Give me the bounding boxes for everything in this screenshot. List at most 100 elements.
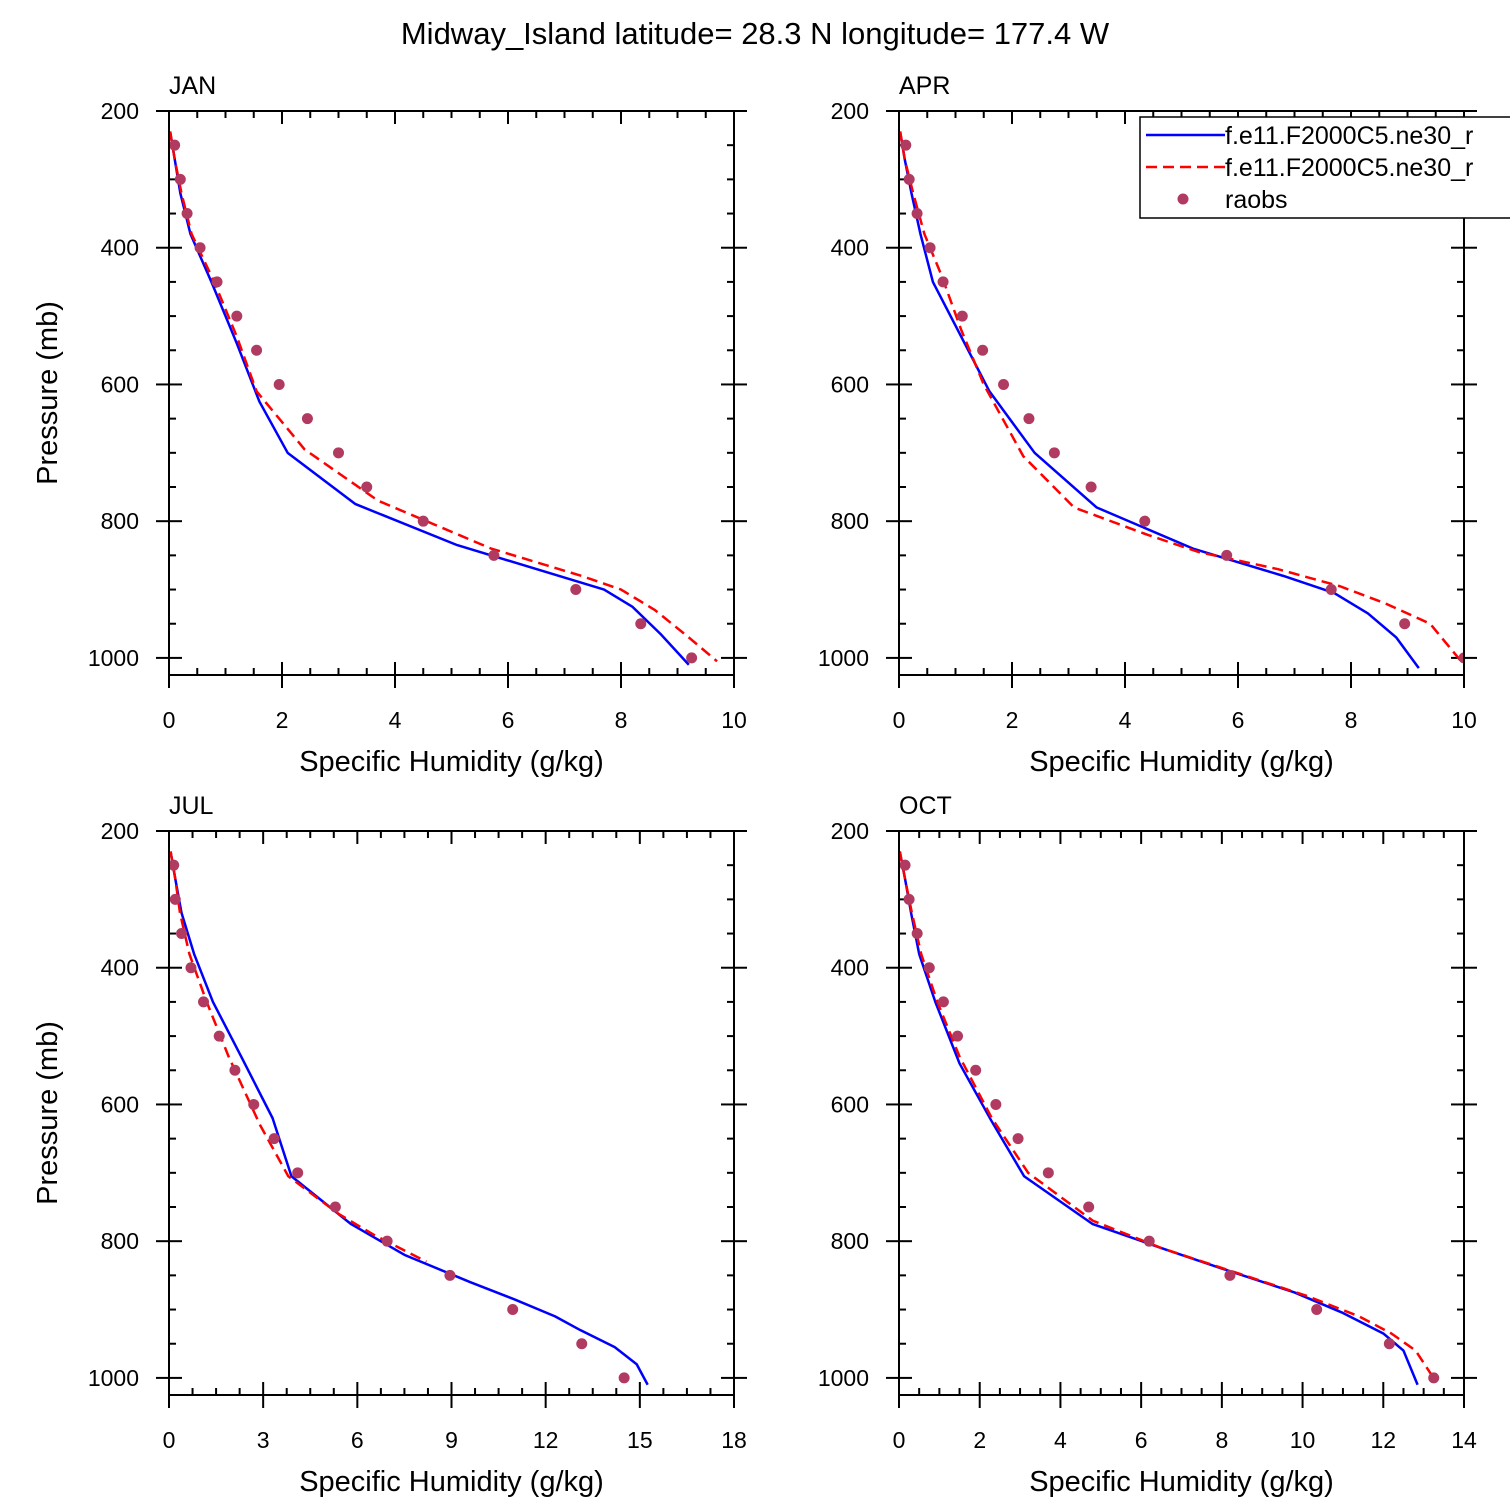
oct-raobs-point bbox=[1224, 1269, 1236, 1281]
oct-y-tick-label: 1000 bbox=[818, 1365, 869, 1391]
oct-x-tick-label: 0 bbox=[893, 1427, 906, 1453]
jan-model2-line bbox=[169, 131, 718, 663]
apr-x-tick-label: 8 bbox=[1345, 707, 1358, 733]
apr-raobs-point bbox=[1085, 481, 1097, 493]
oct-raobs-point bbox=[990, 1098, 1002, 1110]
jul-x-axis-label: Specific Humidity (g/kg) bbox=[299, 1466, 604, 1498]
jan-raobs-point bbox=[488, 549, 500, 561]
apr-x-tick-label: 10 bbox=[1451, 707, 1477, 733]
jan-y-tick-label: 200 bbox=[101, 98, 139, 124]
jul-raobs-point bbox=[381, 1235, 393, 1247]
jul-raobs-point bbox=[185, 962, 197, 974]
oct-x-tick-label: 8 bbox=[1215, 1427, 1228, 1453]
oct-raobs-point bbox=[1428, 1372, 1440, 1384]
jan-plot-frame bbox=[168, 110, 735, 676]
apr-raobs-point bbox=[924, 242, 936, 254]
jul-raobs-point bbox=[213, 1030, 225, 1042]
oct-raobs-point bbox=[952, 1030, 964, 1042]
oct-raobs-point bbox=[1311, 1304, 1323, 1316]
oct-raobs-point bbox=[937, 996, 949, 1008]
legend-entry-raobs: raobs bbox=[1225, 186, 1288, 214]
jul-y-tick-label: 800 bbox=[101, 1228, 139, 1254]
oct-x-tick-label: 6 bbox=[1135, 1427, 1148, 1453]
jul-x-tick-label: 0 bbox=[163, 1427, 176, 1453]
jan-model1-line bbox=[169, 131, 690, 666]
legend: f.e11.F2000C5.ne30_r f.e11.F2000C5.ne30_… bbox=[1139, 116, 1510, 219]
apr-raobs-point bbox=[977, 344, 989, 356]
apr-raobs-point bbox=[1221, 549, 1233, 561]
apr-x-axis-label: Specific Humidity (g/kg) bbox=[1029, 746, 1334, 778]
jan-raobs-point bbox=[169, 139, 181, 151]
jan-y-tick-label: 1000 bbox=[88, 645, 139, 671]
jan-x-tick-label: 8 bbox=[615, 707, 628, 733]
oct-raobs-point bbox=[1143, 1235, 1155, 1247]
jan-raobs-point bbox=[251, 344, 263, 356]
jul-raobs-point bbox=[229, 1064, 241, 1076]
jan-raobs-point bbox=[570, 584, 582, 596]
apr-raobs-point bbox=[1048, 447, 1060, 459]
jul-y-tick-label: 400 bbox=[101, 955, 139, 981]
oct-raobs-point bbox=[1012, 1133, 1024, 1145]
apr-series-group bbox=[899, 131, 1464, 669]
oct-x-tick-label: 4 bbox=[1054, 1427, 1067, 1453]
jul-x-tick-label: 15 bbox=[627, 1427, 653, 1453]
jan-x-tick-label: 4 bbox=[389, 707, 402, 733]
apr-raobs-point bbox=[1139, 515, 1151, 527]
jul-raobs-point bbox=[176, 928, 188, 940]
oct-raobs-point bbox=[1083, 1201, 1095, 1213]
figure-title: Midway_Island latitude= 28.3 N longitude… bbox=[401, 16, 1110, 51]
jul-x-tick-label: 12 bbox=[533, 1427, 559, 1453]
jan-y-tick-label: 600 bbox=[101, 371, 139, 397]
apr-model2-line bbox=[899, 131, 1464, 666]
jan-y-axis-label: Pressure (mb) bbox=[32, 301, 64, 485]
oct-raobs-point bbox=[1042, 1167, 1054, 1179]
jan-raobs-point bbox=[333, 447, 344, 459]
legend-entry-dashed: f.e11.F2000C5.ne30_r bbox=[1225, 154, 1473, 182]
oct-raobs-point bbox=[911, 928, 923, 940]
jul-raobs-point bbox=[169, 893, 181, 905]
oct-x-tick-label: 14 bbox=[1451, 1427, 1477, 1453]
apr-y-tick-label: 600 bbox=[831, 371, 869, 397]
jan-raobs-point bbox=[361, 481, 373, 493]
jul-raobs-point bbox=[248, 1098, 260, 1110]
apr-raobs-point bbox=[956, 310, 968, 322]
apr-raobs-point bbox=[911, 208, 923, 220]
oct-raobs-point bbox=[923, 962, 935, 974]
panel-jul: JUL 0 3 6 9 12 15 18 200 400 600 800 1000 Specific Hu… bbox=[32, 792, 747, 1498]
jan-raobs-point bbox=[231, 310, 243, 322]
jul-y-tick-label: 600 bbox=[101, 1091, 139, 1117]
jul-raobs-point bbox=[576, 1338, 588, 1350]
apr-y-tick-label: 200 bbox=[831, 98, 869, 124]
oct-y-tick-label: 800 bbox=[831, 1228, 869, 1254]
oct-series-group bbox=[899, 851, 1440, 1386]
jul-raobs-point bbox=[329, 1201, 341, 1213]
jul-raobs-point bbox=[292, 1167, 304, 1179]
oct-y-tick-label: 200 bbox=[831, 818, 869, 844]
oct-raobs-point bbox=[1383, 1338, 1395, 1350]
oct-model1-line bbox=[899, 851, 1419, 1386]
jan-raobs-point bbox=[194, 242, 206, 254]
jan-raobs-point bbox=[635, 618, 647, 630]
apr-raobs-point bbox=[1325, 584, 1337, 596]
apr-raobs-point bbox=[937, 276, 949, 288]
apr-x-tick-label: 4 bbox=[1119, 707, 1132, 733]
oct-x-tick-label: 12 bbox=[1370, 1427, 1396, 1453]
jan-raobs-point bbox=[174, 173, 186, 185]
jan-x-tick-label: 10 bbox=[721, 707, 747, 733]
apr-raobs-point bbox=[1023, 413, 1035, 425]
jul-x-tick-label: 3 bbox=[257, 1427, 270, 1453]
apr-y-tick-label: 800 bbox=[831, 508, 869, 534]
jul-model1-line bbox=[169, 851, 649, 1386]
jul-x-tick-label: 6 bbox=[351, 1427, 364, 1453]
apr-y-tick-label: 1000 bbox=[818, 645, 869, 671]
apr-raobs-point bbox=[1458, 652, 1464, 664]
jul-raobs-point bbox=[198, 996, 210, 1008]
oct-raobs-point bbox=[899, 859, 911, 871]
panel-oct: OCT 0 2 4 6 8 10 12 14 200 400 600 800 1000 Specific H… bbox=[818, 792, 1477, 1498]
oct-raobs-point bbox=[970, 1064, 982, 1076]
jul-y-tick-label: 200 bbox=[101, 818, 139, 844]
jan-x-tick-label: 6 bbox=[502, 707, 515, 733]
apr-x-tick-label: 6 bbox=[1232, 707, 1245, 733]
jul-raobs-point bbox=[444, 1269, 456, 1281]
